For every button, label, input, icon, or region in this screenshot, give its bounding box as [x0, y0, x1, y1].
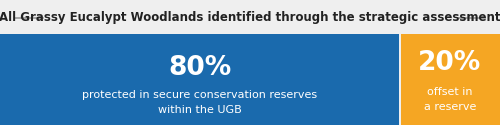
- Text: offset in
a reserve: offset in a reserve: [424, 87, 476, 112]
- Bar: [0, 34, 399, 125]
- Bar: [401, 34, 500, 125]
- Text: All Grassy Eucalypt Woodlands identified through the strategic assessment: All Grassy Eucalypt Woodlands identified…: [0, 11, 500, 24]
- Text: 20%: 20%: [418, 50, 482, 76]
- Text: 80%: 80%: [168, 55, 232, 81]
- Text: protected in secure conservation reserves
within the UGB: protected in secure conservation reserve…: [82, 90, 318, 115]
